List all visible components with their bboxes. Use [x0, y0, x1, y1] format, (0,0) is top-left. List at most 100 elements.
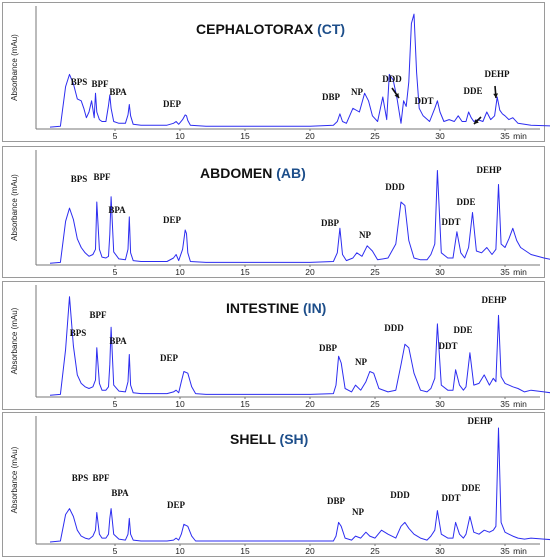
panel-title-main: INTESTINE — [226, 300, 303, 316]
x-unit-label: min — [513, 131, 527, 141]
x-tick-label: 25 — [370, 546, 380, 556]
peak-label-ddd: DDD — [382, 74, 402, 84]
panel-title-code: (AB) — [276, 165, 306, 181]
chromatogram-trace — [49, 296, 550, 396]
peak-label-dbp: DBP — [321, 218, 340, 228]
x-tick-label: 20 — [305, 267, 315, 277]
dehp-arrow-icon-head — [493, 93, 499, 98]
x-tick-label: 15 — [240, 546, 250, 556]
y-axis-label: Absorbance (mAu) — [10, 34, 19, 101]
x-tick-label: 35 — [500, 399, 510, 409]
chromatogram-panel-intestine: Absorbance (mAu) 5 10 15 20 25 30 35 min INTESTIN… — [2, 281, 550, 410]
peak-label-dehp: DEHP — [481, 295, 507, 305]
panel-title-main: SHELL — [230, 431, 280, 447]
x-tick-label: 10 — [175, 131, 185, 141]
peak-label-np: NP — [352, 507, 364, 517]
chromatogram-panel-abdomen: Absorbance (mAu) 5 10 15 20 25 30 35 min ABDOMEN … — [2, 146, 550, 278]
peak-label-ddt: DDT — [414, 96, 433, 106]
peak-label-bpf: BPF — [92, 79, 110, 89]
x-tick-label: 15 — [240, 131, 250, 141]
peak-label-bps: BPS — [72, 473, 89, 483]
x-tick-label: 30 — [435, 131, 445, 141]
x-tick-label: 35 — [500, 131, 510, 141]
dde-arrow-icon-head — [474, 119, 479, 124]
x-tick-label: 15 — [240, 399, 250, 409]
x-tick-label: 30 — [435, 267, 445, 277]
x-tick-label: 5 — [113, 546, 118, 556]
x-tick-label: 20 — [305, 546, 315, 556]
panel-title-main: CEPHALOTORAX — [196, 21, 317, 37]
ddd-arrow-icon-head — [394, 93, 399, 98]
peak-label-bpf: BPF — [94, 172, 112, 182]
x-tick-label: 15 — [240, 267, 250, 277]
chromatogram-trace — [49, 170, 550, 264]
peak-label-dehp: DEHP — [476, 165, 502, 175]
panel-title: CEPHALOTORAX (CT) — [196, 21, 345, 37]
y-axis-label: Absorbance (mAu) — [10, 174, 19, 241]
chromatogram-panel-shell: Absorbance (mAu) 5 10 15 20 25 30 35 min SHELL (S… — [2, 412, 550, 557]
chromatogram-trace — [49, 427, 550, 543]
peak-label-ddd: DDD — [385, 182, 405, 192]
panel-frame — [2, 146, 545, 278]
peak-label-dbp: DBP — [319, 343, 338, 353]
panel-frame — [2, 2, 545, 142]
peak-label-dep: DEP — [160, 353, 179, 363]
y-axis-label: Absorbance (mAu) — [10, 307, 19, 374]
peak-label-np: NP — [359, 230, 371, 240]
peak-label-dde: DDE — [453, 325, 472, 335]
x-tick-label: 35 — [500, 546, 510, 556]
panel-title-code: (IN) — [303, 300, 326, 316]
x-tick-label: 10 — [175, 399, 185, 409]
peak-label-bpa: BPA — [109, 336, 127, 346]
peak-label-dep: DEP — [163, 215, 182, 225]
peak-label-bpf: BPF — [93, 473, 111, 483]
peak-label-bpa: BPA — [111, 488, 129, 498]
peak-label-dde: DDE — [463, 86, 482, 96]
panel-title: SHELL (SH) — [230, 431, 308, 447]
chromatogram-panel-cephalotorax: Absorbance (mAu) 5 10 15 20 25 30 35 min CEPHALOT… — [2, 2, 550, 142]
x-tick-label: 25 — [370, 131, 380, 141]
peak-label-np: NP — [351, 87, 363, 97]
x-tick-label: 30 — [435, 399, 445, 409]
panel-title-main: ABDOMEN — [200, 165, 276, 181]
panel-frame — [2, 281, 545, 410]
panel-title-code: (CT) — [317, 21, 345, 37]
panel-title-code: (SH) — [280, 431, 309, 447]
peak-label-ddt: DDT — [441, 217, 460, 227]
peak-label-dehp: DEHP — [484, 69, 510, 79]
peak-label-bpa: BPA — [109, 87, 127, 97]
x-tick-label: 5 — [113, 399, 118, 409]
x-tick-label: 10 — [175, 267, 185, 277]
x-tick-label: 35 — [500, 267, 510, 277]
peak-label-bpf: BPF — [90, 310, 108, 320]
peak-label-dep: DEP — [167, 500, 186, 510]
peak-label-bpa: BPA — [108, 205, 126, 215]
peak-label-ddd: DDD — [384, 323, 404, 333]
x-tick-label: 30 — [435, 546, 445, 556]
x-tick-label: 20 — [305, 399, 315, 409]
peak-label-bps: BPS — [71, 77, 88, 87]
peak-label-dbp: DBP — [327, 496, 346, 506]
x-tick-label: 25 — [370, 399, 380, 409]
peak-label-dep: DEP — [163, 99, 182, 109]
x-tick-label: 10 — [175, 546, 185, 556]
x-unit-label: min — [513, 546, 527, 556]
panel-title: INTESTINE (IN) — [226, 300, 326, 316]
peak-label-ddd: DDD — [390, 490, 410, 500]
peak-label-bps: BPS — [70, 328, 87, 338]
x-unit-label: min — [513, 267, 527, 277]
peak-label-dbp: DBP — [322, 92, 341, 102]
y-axis-label: Absorbance (mAu) — [10, 446, 19, 513]
chromatogram-trace — [49, 13, 550, 128]
peak-label-dde: DDE — [456, 197, 475, 207]
peak-label-np: NP — [355, 357, 367, 367]
x-tick-label: 5 — [113, 267, 118, 277]
peak-label-bps: BPS — [71, 174, 88, 184]
x-unit-label: min — [513, 399, 527, 409]
x-tick-label: 25 — [370, 267, 380, 277]
peak-label-ddt: DDT — [441, 493, 460, 503]
peak-label-dehp: DEHP — [467, 416, 493, 426]
panel-title: ABDOMEN (AB) — [200, 165, 306, 181]
x-tick-label: 5 — [113, 131, 118, 141]
